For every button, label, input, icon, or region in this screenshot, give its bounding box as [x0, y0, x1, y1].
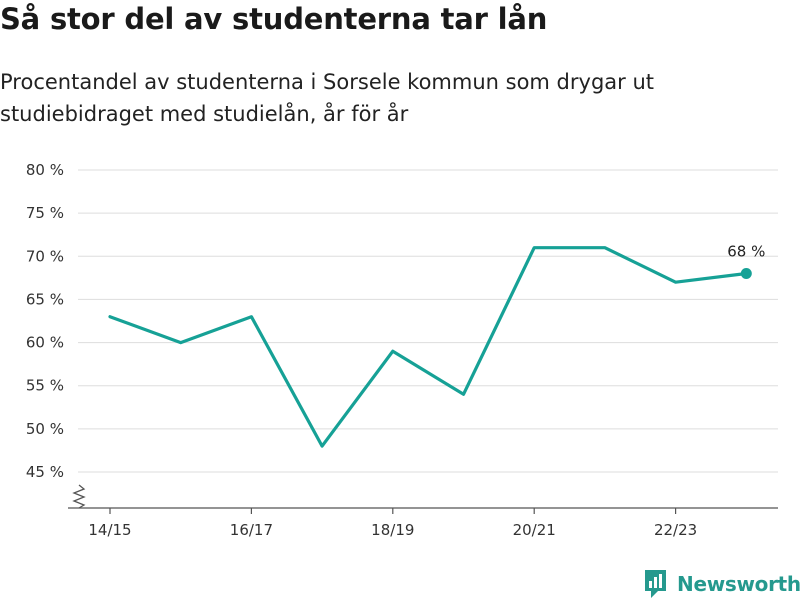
newsworthy-logo-icon — [645, 570, 666, 598]
last-data-point — [740, 268, 752, 280]
series-line — [108, 246, 748, 448]
x-tick-label: 18/19 — [371, 521, 414, 539]
brand-name: Newsworthy — [677, 572, 800, 596]
y-tick-label: 55 % — [26, 377, 64, 395]
data-points — [740, 268, 752, 280]
x-axis-ticks: 14/15 16/17 18/19 20/21 22/23 — [88, 508, 697, 539]
x-tick-label: 16/17 — [230, 521, 273, 539]
page-subtitle: Procentandel av studenterna i Sorsele ko… — [0, 70, 654, 126]
brand-logo[interactable]: Newsworthy — [643, 567, 800, 601]
y-tick-label: 45 % — [26, 463, 64, 481]
y-axis-break-icon — [72, 484, 86, 509]
y-tick-label: 75 % — [26, 204, 64, 222]
y-tick-label: 50 % — [26, 420, 64, 438]
x-tick-label: 20/21 — [513, 521, 556, 539]
x-tick-label: 22/23 — [654, 521, 697, 539]
page-title: Så stor del av studenterna tar lån — [0, 2, 548, 36]
y-tick-label: 65 % — [26, 290, 64, 308]
x-tick-label: 14/15 — [88, 521, 131, 539]
y-tick-label: 70 % — [26, 247, 64, 265]
grid-lines — [78, 169, 778, 473]
y-axis-tick-labels: 45 % 50 % 55 % 60 % 65 % 70 % 75 % 80 % — [26, 161, 64, 481]
last-point-label: 68 % — [727, 243, 765, 261]
y-tick-label: 60 % — [26, 334, 64, 352]
data-labels: 68 % — [727, 243, 765, 261]
y-tick-label: 80 % — [26, 161, 64, 179]
